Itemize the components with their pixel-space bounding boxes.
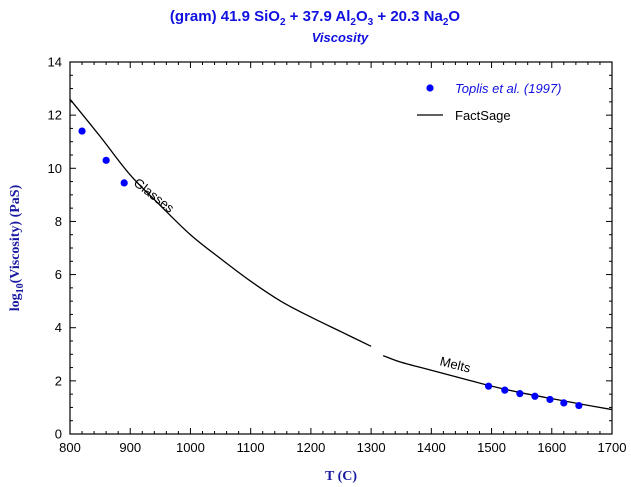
data-point bbox=[102, 156, 110, 164]
x-tick-label: 1400 bbox=[417, 440, 446, 455]
x-tick-label: 1000 bbox=[176, 440, 205, 455]
data-point bbox=[120, 179, 128, 187]
legend-label-toplis: Toplis et al. (1997) bbox=[455, 81, 561, 96]
factsage-curve bbox=[69, 98, 613, 411]
data-point bbox=[484, 382, 493, 390]
y-tick-label: 6 bbox=[55, 267, 62, 282]
data-point bbox=[78, 127, 86, 135]
chart-subtitle: Viscosity bbox=[312, 30, 369, 45]
axis-ticks bbox=[69, 61, 613, 435]
y-tick-label: 10 bbox=[48, 161, 62, 176]
x-axis-label: T (C) bbox=[325, 469, 357, 484]
factsage-line-segment bbox=[382, 355, 613, 411]
y-tick-label: 14 bbox=[48, 55, 62, 70]
data-point bbox=[531, 392, 539, 400]
tick-labels: 800 900 1000 1100 1200 1300 1400 1500 1600 1700 0 2… bbox=[48, 55, 627, 456]
y-tick-label: 12 bbox=[48, 108, 62, 123]
legend-label-factsage: FactSage bbox=[455, 108, 511, 123]
chart-title: (gram) 41.9 SiO2 + 37.9 Al2O3 + 20.3 Na2… bbox=[170, 8, 461, 28]
legend-point-marker bbox=[426, 84, 434, 92]
y-tick-label: 8 bbox=[55, 214, 62, 229]
legend: Toplis et al. (1997) FactSage bbox=[417, 81, 561, 123]
data-point bbox=[516, 390, 524, 398]
y-tick-label: 2 bbox=[55, 373, 62, 388]
data-point bbox=[575, 401, 583, 410]
data-point bbox=[501, 386, 509, 394]
data-point bbox=[546, 395, 554, 404]
x-tick-label: 900 bbox=[119, 440, 141, 455]
annotation-melts: Melts bbox=[438, 353, 472, 375]
x-tick-label: 1500 bbox=[477, 440, 506, 455]
plot-frame bbox=[69, 61, 613, 435]
x-tick-label: 1100 bbox=[237, 440, 265, 455]
toplis-points bbox=[78, 127, 583, 410]
x-tick-label: 800 bbox=[59, 440, 81, 455]
x-tick-label: 1600 bbox=[537, 440, 566, 455]
y-tick-label: 0 bbox=[55, 427, 62, 442]
x-tick-label: 1300 bbox=[357, 440, 386, 455]
annotation-glasses: Glasses bbox=[131, 175, 178, 216]
x-tick-label: 1200 bbox=[296, 440, 325, 455]
y-tick-label: 4 bbox=[55, 320, 62, 335]
y-axis-label: log10(Viscosity) (PaS) bbox=[8, 184, 26, 311]
annotations: Glasses Melts bbox=[131, 175, 473, 376]
data-point bbox=[560, 399, 568, 407]
factsage-line-segment bbox=[69, 98, 372, 347]
x-tick-label: 1700 bbox=[598, 440, 627, 455]
